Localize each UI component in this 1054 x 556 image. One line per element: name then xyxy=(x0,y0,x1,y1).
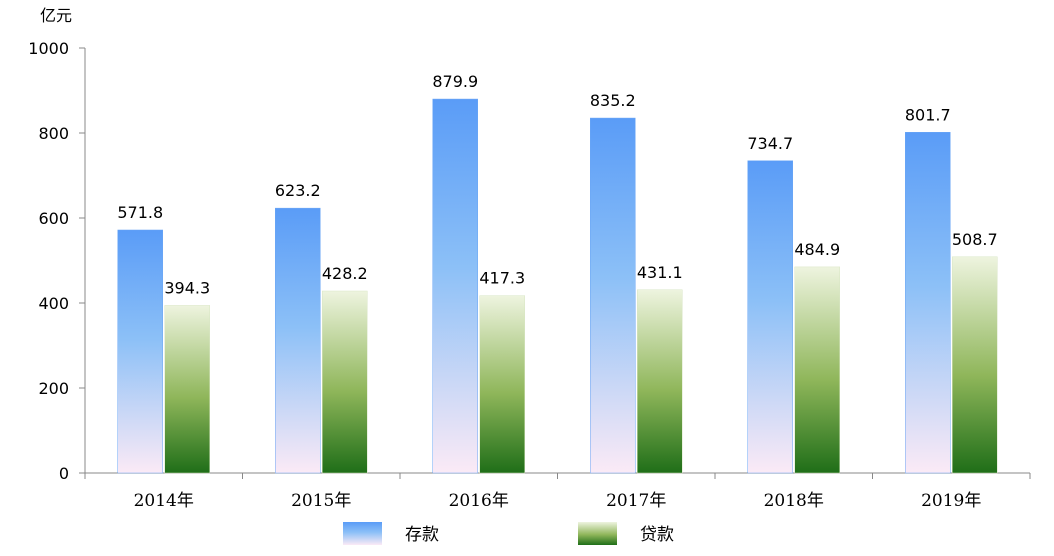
data-label: 508.7 xyxy=(952,230,998,249)
data-label: 623.2 xyxy=(275,181,321,200)
x-tick-label: 2017年 xyxy=(606,491,666,511)
bar-loan xyxy=(637,289,683,474)
legend: 存款 贷款 xyxy=(343,522,674,545)
data-label: 417.3 xyxy=(479,269,525,288)
data-label: 394.3 xyxy=(164,278,210,297)
y-tick-label: 1000 xyxy=(28,39,69,58)
data-label: 484.9 xyxy=(794,240,840,259)
legend-swatch xyxy=(578,522,617,545)
bars xyxy=(117,98,998,474)
y-tick-label: 200 xyxy=(38,379,69,398)
legend-label: 存款 xyxy=(405,525,439,545)
y-axis: 0 200 400 600 800 1000 xyxy=(28,39,86,483)
bar-deposit xyxy=(117,229,163,474)
y-tick-label: 400 xyxy=(38,294,69,313)
legend-swatch xyxy=(343,522,382,545)
data-labels: 571.8 623.2 879.9 835.2 734.7 801.7 394.3 428.2… xyxy=(117,72,997,297)
bar-deposit xyxy=(275,207,321,474)
x-tick-label: 2018年 xyxy=(764,491,824,511)
x-axis: 2014年 2015年 2016年 2017年 2018年 2019年 xyxy=(84,472,1031,511)
bar-loan xyxy=(164,305,210,474)
y-tick-label: 0 xyxy=(59,464,69,483)
bar-loan xyxy=(794,266,840,474)
data-label: 801.7 xyxy=(905,105,951,124)
bar-deposit xyxy=(905,132,951,474)
data-label: 879.9 xyxy=(432,72,478,91)
data-label: 428.2 xyxy=(322,264,368,283)
y-tick-label: 800 xyxy=(38,124,69,143)
y-tick-label: 600 xyxy=(38,209,69,228)
y-unit-label: 亿元 xyxy=(40,6,72,25)
bar-loan xyxy=(322,290,368,474)
x-tick-label: 2019年 xyxy=(921,491,981,511)
bar-deposit xyxy=(432,98,478,474)
data-label: 571.8 xyxy=(117,203,163,222)
bar-deposit xyxy=(590,117,636,474)
data-label: 835.2 xyxy=(590,91,636,110)
x-tick-label: 2015年 xyxy=(291,491,351,511)
x-tick-label: 2016年 xyxy=(449,491,509,511)
x-tick-label: 2014年 xyxy=(134,491,194,511)
bar-loan xyxy=(952,256,998,474)
bar-loan xyxy=(479,295,525,474)
data-label: 734.7 xyxy=(747,134,793,153)
bar-deposit xyxy=(747,160,793,474)
legend-label: 贷款 xyxy=(640,525,674,545)
data-label: 431.1 xyxy=(637,263,683,282)
